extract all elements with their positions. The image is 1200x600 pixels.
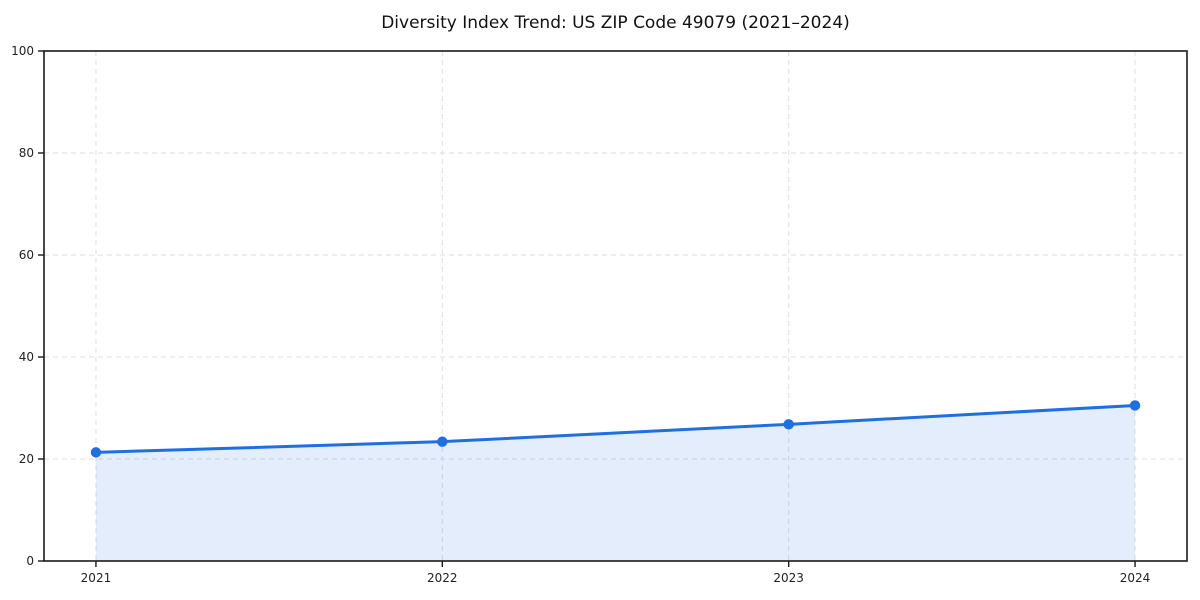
y-tick-label: 100	[11, 44, 34, 58]
data-point-2022	[437, 436, 448, 447]
chart-title: Diversity Index Trend: US ZIP Code 49079…	[381, 13, 850, 33]
x-tick-label: 2024	[1120, 571, 1151, 585]
y-tick-label: 40	[19, 350, 34, 364]
x-tick-label: 2022	[427, 571, 458, 585]
y-tick-label: 80	[19, 146, 34, 160]
x-tick-label: 2021	[81, 571, 112, 585]
data-point-2024	[1129, 400, 1141, 411]
y-tick-label: 20	[19, 452, 34, 466]
data-point-2021	[90, 447, 102, 458]
x-tick-label: 2023	[773, 571, 804, 585]
y-tick-label: 0	[26, 554, 34, 568]
plot-background	[44, 51, 1187, 561]
y-tick-label: 60	[19, 248, 34, 262]
data-point-2023	[783, 419, 794, 430]
trend-line	[94, 403, 1137, 454]
plot-frame	[43, 50, 1188, 562]
